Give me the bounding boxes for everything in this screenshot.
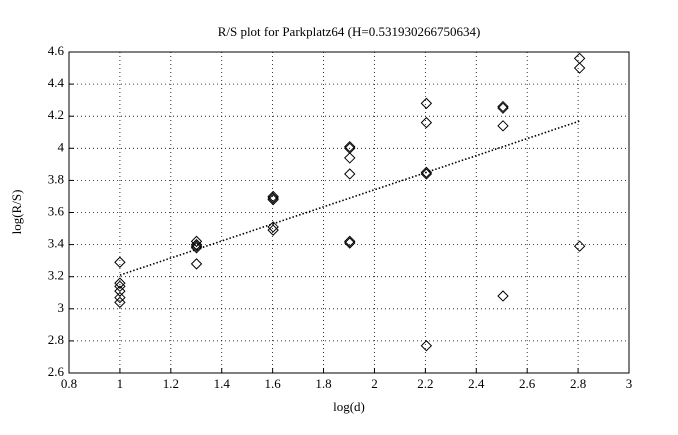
- y-axis-label: log(R/S): [9, 190, 24, 235]
- data-point: [573, 62, 586, 74]
- data-point: [497, 100, 509, 113]
- data-point: [114, 280, 126, 293]
- x-tick-label: 2.4: [468, 376, 485, 391]
- data-point: [190, 242, 203, 254]
- data-point: [344, 235, 356, 248]
- data-point: [497, 120, 509, 132]
- data-point: [344, 140, 356, 153]
- data-point: [190, 235, 203, 248]
- x-tick-label: 1.8: [315, 376, 331, 391]
- x-tick-label: 0.8: [61, 376, 77, 391]
- data-point: [114, 296, 126, 309]
- data-point: [573, 240, 586, 252]
- x-tick-label: 3: [626, 376, 633, 391]
- y-tick-label: 3.4: [48, 236, 65, 251]
- y-tick-label: 2.6: [48, 364, 65, 379]
- y-tick-label: 3.2: [48, 268, 64, 283]
- fit-line: [119, 120, 580, 276]
- data-point: [497, 290, 509, 302]
- x-tick-label: 2: [371, 376, 378, 391]
- data-point: [420, 116, 433, 129]
- data-point: [114, 277, 126, 289]
- data-point: [420, 97, 433, 110]
- data-point: [497, 102, 509, 114]
- y-tick-label: 4.6: [48, 43, 65, 58]
- chart-title: R/S plot for Parkplatz64 (H=0.5319302667…: [218, 24, 481, 39]
- data-point: [114, 291, 126, 304]
- y-tick-label: 3: [58, 300, 65, 315]
- y-tick-label: 4.4: [48, 75, 65, 90]
- x-tick-label: 2.8: [570, 376, 586, 391]
- data-point: [190, 240, 203, 252]
- y-tick-label: 2.8: [48, 332, 64, 347]
- x-axis-label: log(d): [333, 399, 365, 414]
- x-tick-label: 1.4: [214, 376, 231, 391]
- data-point: [267, 192, 279, 204]
- data-point: [344, 168, 356, 180]
- x-tick-label: 2.6: [519, 376, 536, 391]
- data-point: [344, 237, 356, 249]
- y-tick-label: 4: [58, 139, 65, 154]
- data-point: [190, 258, 203, 270]
- data-point: [267, 190, 279, 203]
- x-tick-label: 1.2: [163, 376, 179, 391]
- data-point: [267, 193, 279, 206]
- data-point: [114, 256, 126, 268]
- plot-frame: [68, 51, 630, 374]
- y-tick-label: 3.8: [48, 171, 64, 186]
- data-point: [114, 285, 126, 297]
- y-tick-label: 3.6: [48, 203, 65, 218]
- data-point: [420, 340, 433, 352]
- x-tick-label: 1.6: [265, 376, 282, 391]
- y-tick-label: 4.2: [48, 107, 64, 122]
- data-point: [344, 152, 356, 164]
- x-tick-label: 1: [117, 376, 124, 391]
- data-point: [267, 224, 279, 236]
- x-tick-label: 2.2: [417, 376, 433, 391]
- data-point: [420, 168, 433, 180]
